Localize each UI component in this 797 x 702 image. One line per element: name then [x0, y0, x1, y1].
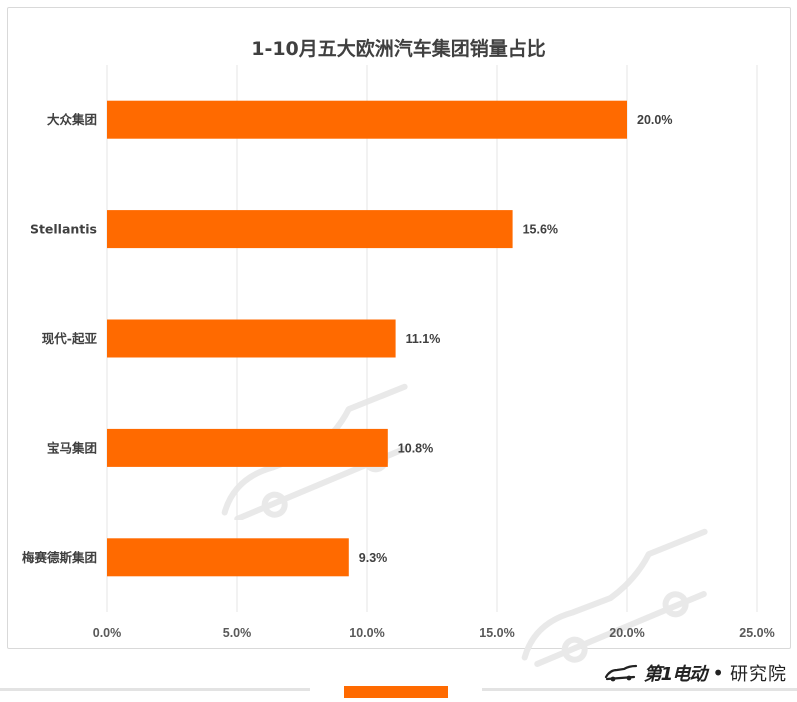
- chart-frame: [7, 7, 791, 649]
- x-tick-label: 10.0%: [349, 626, 384, 640]
- bar: [107, 100, 627, 139]
- brand: 第1电动 • 研究院: [604, 660, 787, 686]
- y-category-label: Stellantis: [30, 222, 97, 237]
- y-category-label: 大众集团: [47, 112, 97, 127]
- x-tick-label: 5.0%: [223, 626, 252, 640]
- brand-logo-text: 第1电动: [643, 664, 708, 685]
- data-label: 20.0%: [637, 113, 672, 127]
- footer-divider-left: [0, 688, 310, 691]
- brand-subtitle: 研究院: [730, 664, 787, 685]
- data-label: 10.8%: [398, 441, 433, 455]
- bar: [107, 428, 388, 467]
- x-tick-label: 25.0%: [739, 626, 774, 640]
- chart-title: 1-10月五大欧洲汽车集团销量占比: [251, 38, 546, 60]
- brand-separator: •: [712, 661, 724, 685]
- bar: [107, 538, 349, 577]
- data-label: 11.1%: [406, 332, 441, 346]
- car-logo-icon: [604, 664, 637, 682]
- y-category-label: 宝马集团: [47, 440, 97, 455]
- y-category-label: 现代-起亚: [42, 331, 98, 346]
- x-tick-label: 0.0%: [93, 626, 122, 640]
- bar: [107, 319, 396, 358]
- footer-accent-bar: [344, 686, 448, 698]
- x-tick-label: 15.0%: [479, 626, 514, 640]
- data-label: 15.6%: [523, 223, 558, 237]
- footer-divider-right: [482, 688, 797, 691]
- y-category-label: 梅赛德斯集团: [22, 550, 97, 565]
- data-label: 9.3%: [359, 551, 388, 565]
- bar: [107, 210, 513, 249]
- x-tick-label: 20.0%: [609, 626, 644, 640]
